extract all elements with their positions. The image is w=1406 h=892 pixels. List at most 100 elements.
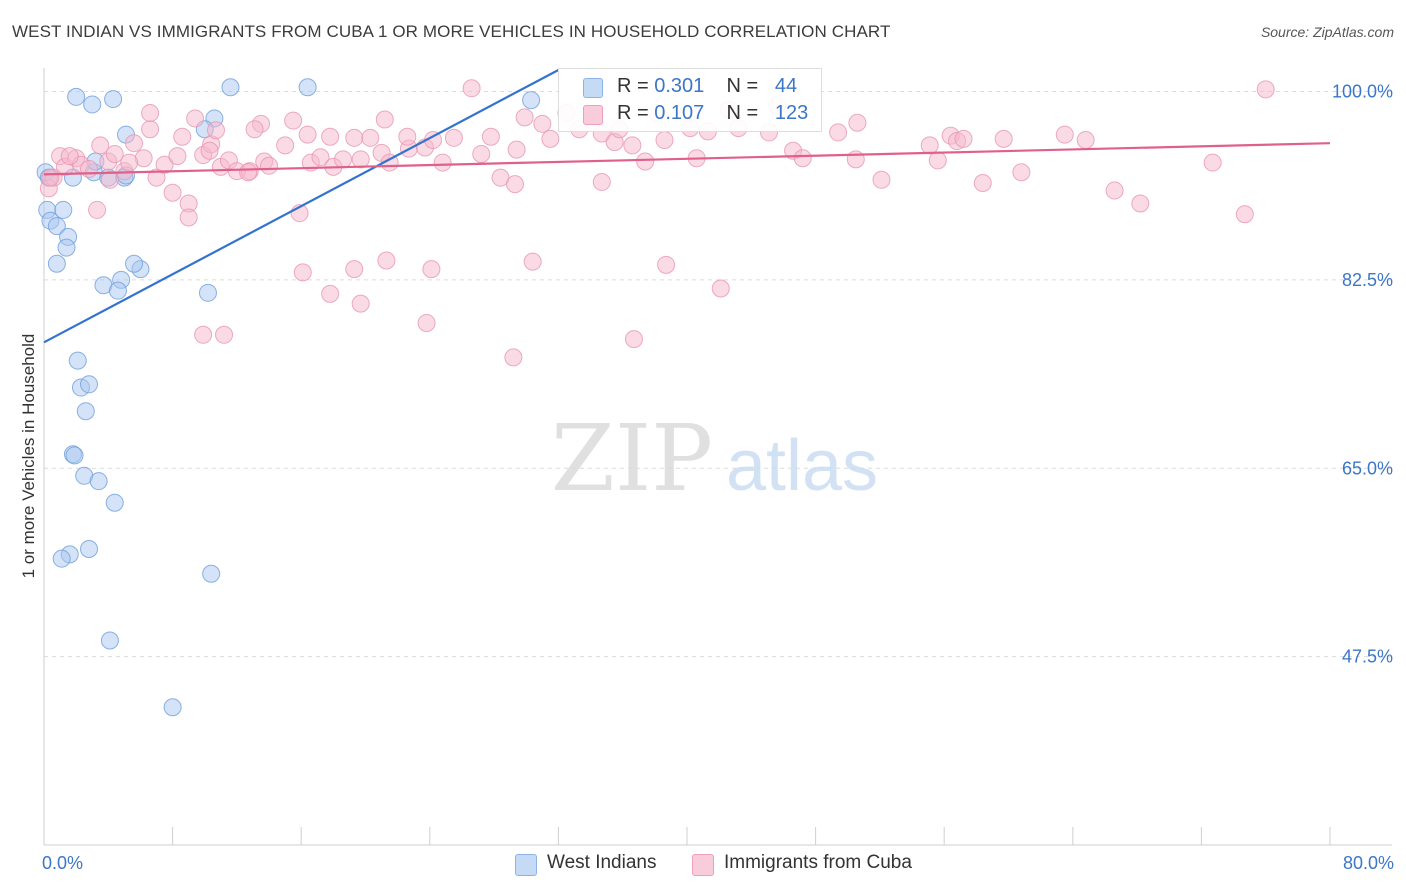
point-cuba	[417, 313, 436, 332]
point-cuba	[504, 348, 523, 367]
point-west-indians	[80, 375, 99, 394]
point-west-indians	[105, 493, 124, 512]
point-cuba	[523, 252, 542, 271]
point-west-indians	[202, 564, 221, 583]
point-cuba	[505, 175, 524, 194]
point-cuba	[333, 150, 352, 169]
point-cuba	[1012, 163, 1031, 182]
point-cuba	[91, 136, 110, 155]
point-cuba	[954, 129, 973, 148]
point-cuba	[872, 170, 891, 189]
point-cuba	[141, 120, 160, 139]
point-cuba	[194, 325, 213, 344]
point-cuba	[793, 149, 812, 168]
point-cuba	[260, 156, 279, 175]
point-cuba	[928, 151, 947, 170]
point-west-indians	[65, 446, 84, 465]
point-cuba	[168, 147, 187, 166]
point-cuba	[433, 153, 452, 172]
stats-legend: R = 0.301 N = 44 R = 0.107 N = 123	[558, 68, 822, 132]
point-cuba	[321, 284, 340, 303]
point-cuba	[711, 279, 730, 298]
x-tick-label: 80.0%	[1343, 853, 1394, 873]
point-cuba	[173, 127, 192, 146]
x-tick-label: 0.0%	[42, 853, 83, 873]
point-cuba	[655, 130, 674, 149]
point-cuba	[515, 108, 534, 127]
point-cuba	[215, 325, 234, 344]
point-cuba	[245, 120, 264, 139]
point-west-indians	[89, 472, 108, 491]
point-cuba	[345, 128, 364, 147]
point-cuba	[657, 255, 676, 274]
point-cuba	[207, 121, 226, 140]
watermark: ZIP atlas	[551, 405, 878, 512]
point-cuba	[1055, 125, 1074, 144]
point-west-indians	[100, 631, 119, 650]
point-west-indians	[104, 90, 123, 109]
trend-line-west-indians	[43, 69, 559, 344]
point-cuba	[239, 163, 258, 182]
point-cuba	[1131, 194, 1150, 213]
point-cuba	[186, 109, 205, 128]
point-cuba	[375, 110, 394, 129]
point-cuba	[147, 168, 166, 187]
point-cuba	[361, 128, 380, 147]
point-west-indians	[68, 351, 87, 370]
n-value: 44	[774, 75, 798, 97]
n-label: N =	[726, 75, 759, 97]
point-cuba	[1235, 205, 1254, 224]
series-cuba	[39, 79, 1275, 367]
point-cuba	[462, 79, 481, 98]
r-label: R =	[617, 75, 649, 97]
point-cuba	[351, 294, 370, 313]
point-cuba	[636, 152, 655, 171]
point-west-indians	[221, 78, 240, 97]
legend-swatch-cuba	[692, 854, 714, 876]
point-west-indians	[522, 91, 541, 110]
point-cuba	[994, 129, 1013, 148]
point-cuba	[298, 125, 317, 144]
point-west-indians	[83, 95, 102, 114]
y-tick-label: 100.0%	[1332, 82, 1393, 102]
n-label: N =	[726, 102, 759, 124]
source-label: Source: ZipAtlas.com	[1260, 24, 1394, 40]
point-cuba	[163, 183, 182, 202]
point-cuba	[105, 144, 124, 163]
point-cuba	[846, 150, 865, 169]
x-tick-labels: 0.0% 80.0%	[42, 853, 1394, 873]
point-cuba	[973, 174, 992, 193]
point-west-indians	[108, 281, 127, 300]
point-cuba	[155, 155, 174, 174]
y-tick-label: 65.0%	[1342, 458, 1393, 478]
point-west-indians	[298, 78, 317, 97]
point-west-indians	[52, 549, 71, 568]
point-cuba	[623, 136, 642, 155]
point-cuba	[80, 160, 99, 179]
point-cuba	[1105, 181, 1124, 200]
r-label: R =	[617, 102, 649, 124]
watermark-zip: ZIP	[551, 405, 713, 512]
r-value: 0.107	[654, 102, 705, 124]
point-cuba	[829, 123, 848, 142]
point-cuba	[100, 170, 119, 189]
point-west-indians	[47, 254, 66, 273]
point-west-indians	[76, 402, 95, 421]
point-west-indians	[57, 238, 76, 257]
point-cuba	[293, 263, 312, 282]
point-west-indians	[67, 87, 86, 106]
point-cuba	[120, 153, 139, 172]
point-cuba	[311, 148, 330, 167]
point-west-indians	[47, 217, 66, 236]
legend-swatch-west-indians	[515, 854, 537, 876]
legend-label-cuba: Immigrants from Cuba	[724, 852, 912, 873]
point-cuba	[88, 200, 107, 219]
trend-lines	[43, 69, 1331, 344]
point-cuba	[624, 330, 643, 349]
point-cuba	[179, 208, 198, 227]
r-value: 0.301	[654, 75, 705, 97]
axes	[43, 68, 1392, 846]
point-cuba	[41, 168, 60, 187]
chart-title: WEST INDIAN VS IMMIGRANTS FROM CUBA 1 OR…	[12, 22, 891, 41]
stats-swatch-west-indians	[583, 78, 603, 98]
